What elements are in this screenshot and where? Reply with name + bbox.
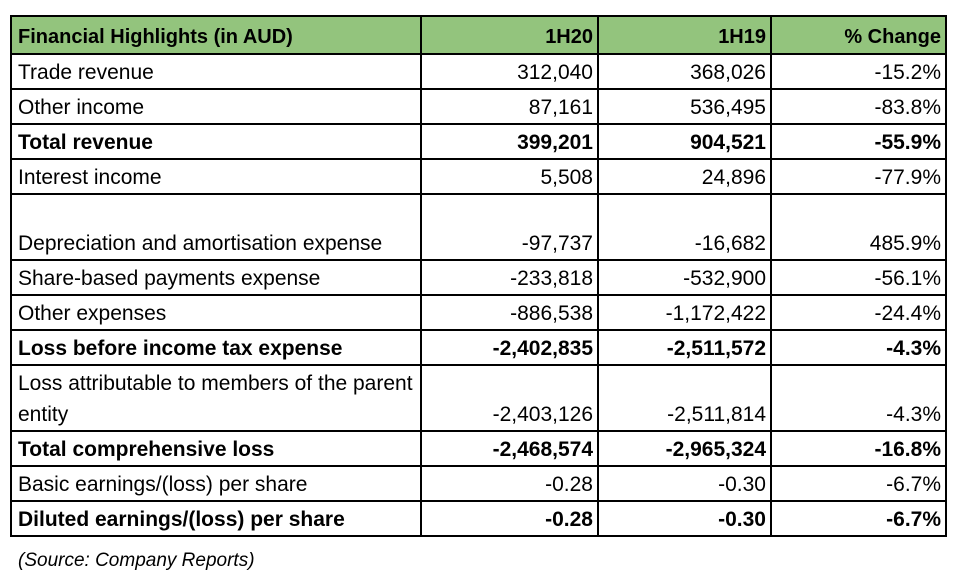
row-label: Other income — [10, 88, 422, 125]
row-label: Loss before income tax expense — [10, 329, 422, 366]
row-label: Total comprehensive loss — [10, 430, 422, 467]
value-change: -83.8% — [770, 88, 947, 125]
value-1h20: -233,818 — [420, 259, 599, 296]
value-1h20: 87,161 — [420, 88, 599, 125]
value-1h20: -0.28 — [420, 500, 599, 537]
value-1h20: -97,737 — [420, 193, 599, 261]
value-1h20: -2,468,574 — [420, 430, 599, 467]
table-row: Other expenses -886,538 -1,172,422 -24.4% — [10, 294, 947, 331]
row-label: Total revenue — [10, 123, 422, 160]
table-row: Depreciation and amortisation expense -97… — [10, 193, 947, 261]
value-change: -4.3% — [770, 329, 947, 366]
header-row: Financial Highlights (in AUD) 1H20 1H19 … — [10, 15, 947, 55]
row-label: Depreciation and amortisation expense — [10, 193, 422, 261]
source-note: (Source: Company Reports) — [18, 550, 255, 571]
row-label: Share-based payments expense — [10, 259, 422, 296]
value-1h19: -16,682 — [597, 193, 772, 261]
table-row: Interest income 5,508 24,896 -77.9% — [10, 158, 947, 195]
table-row: Total comprehensive loss -2,468,574 -2,965… — [10, 430, 947, 467]
value-1h19: 904,521 — [597, 123, 772, 160]
row-label: Basic earnings/(loss) per share — [10, 465, 422, 502]
header-1h19: 1H19 — [597, 15, 772, 55]
value-1h20: 5,508 — [420, 158, 599, 195]
table-row: Diluted earnings/(loss) per share -0.28 -0… — [10, 500, 947, 537]
table-row: Total revenue 399,201 904,521 -55.9% — [10, 123, 947, 160]
value-1h19: 536,495 — [597, 88, 772, 125]
value-change: -15.2% — [770, 53, 947, 90]
table-row: Loss before income tax expense -2,402,835… — [10, 329, 947, 366]
value-change: -55.9% — [770, 123, 947, 160]
value-1h19: -1,172,422 — [597, 294, 772, 331]
value-1h19: -532,900 — [597, 259, 772, 296]
value-1h20: -2,403,126 — [420, 364, 599, 432]
value-change: -56.1% — [770, 259, 947, 296]
header-change: % Change — [770, 15, 947, 55]
value-1h20: 399,201 — [420, 123, 599, 160]
header-1h20: 1H20 — [420, 15, 599, 55]
value-change: -6.7% — [770, 465, 947, 502]
table-row: Loss attributable to members of the pare… — [10, 364, 947, 432]
row-label: Loss attributable to members of the pare… — [10, 364, 422, 432]
row-label: Diluted earnings/(loss) per share — [10, 500, 422, 537]
value-1h20: 312,040 — [420, 53, 599, 90]
row-label: Interest income — [10, 158, 422, 195]
value-change: -24.4% — [770, 294, 947, 331]
value-1h19: -0.30 — [597, 465, 772, 502]
value-change: -16.8% — [770, 430, 947, 467]
value-1h19: 24,896 — [597, 158, 772, 195]
financial-highlights-table: Financial Highlights (in AUD) 1H20 1H19 … — [10, 15, 947, 537]
table-row: Other income 87,161 536,495 -83.8% — [10, 88, 947, 125]
row-label: Other expenses — [10, 294, 422, 331]
row-label: Trade revenue — [10, 53, 422, 90]
value-1h19: -2,511,572 — [597, 329, 772, 366]
value-1h19: 368,026 — [597, 53, 772, 90]
value-1h19: -2,965,324 — [597, 430, 772, 467]
value-1h20: -2,402,835 — [420, 329, 599, 366]
value-1h19: -2,511,814 — [597, 364, 772, 432]
table-row: Basic earnings/(loss) per share -0.28 -0.3… — [10, 465, 947, 502]
value-change: 485.9% — [770, 193, 947, 261]
value-change: -4.3% — [770, 364, 947, 432]
value-1h20: -886,538 — [420, 294, 599, 331]
table-row: Trade revenue 312,040 368,026 -15.2% — [10, 53, 947, 90]
header-label: Financial Highlights (in AUD) — [10, 15, 422, 55]
value-1h20: -0.28 — [420, 465, 599, 502]
table-row: Share-based payments expense -233,818 -532… — [10, 259, 947, 296]
value-change: -77.9% — [770, 158, 947, 195]
value-change: -6.7% — [770, 500, 947, 537]
value-1h19: -0.30 — [597, 500, 772, 537]
